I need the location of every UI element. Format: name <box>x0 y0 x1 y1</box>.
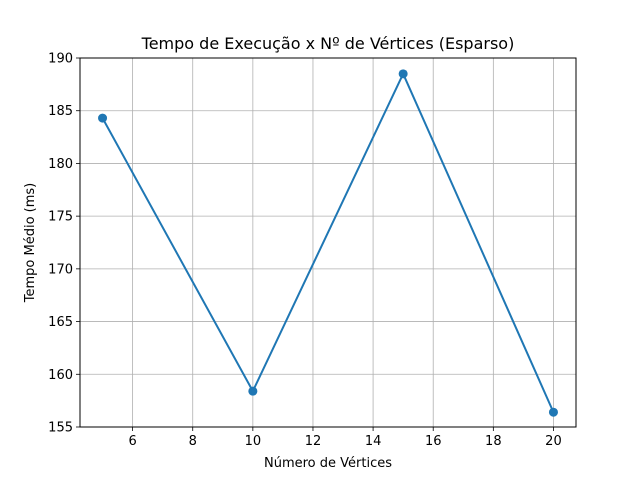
y-tick-label: 185 <box>48 104 73 119</box>
y-tick-label: 160 <box>48 368 73 383</box>
y-axis-label: Tempo Médio (ms) <box>23 183 38 303</box>
x-tick-label: 6 <box>128 434 136 449</box>
x-tick-label: 14 <box>365 434 382 449</box>
series-layer <box>98 69 558 417</box>
y-tick-label: 165 <box>48 315 73 330</box>
y-tick-label: 155 <box>48 421 73 436</box>
x-tick-label: 12 <box>305 434 322 449</box>
y-tick-label: 190 <box>48 52 73 67</box>
plot-frame <box>79 57 577 428</box>
data-point <box>248 386 258 396</box>
series-line <box>101 72 555 413</box>
y-tick-label: 180 <box>48 157 73 172</box>
x-tick-label: 18 <box>485 434 502 449</box>
chart-title: Tempo de Execução x Nº de Vértices (Espa… <box>141 34 515 53</box>
x-tick-label: 10 <box>245 434 262 449</box>
x-axis-label: Número de Vértices <box>264 456 392 471</box>
data-point <box>98 113 108 123</box>
data-point <box>548 407 558 417</box>
y-tick-label: 175 <box>48 210 73 225</box>
ticks: 6 8 10 12 14 16 18 20 155 160 165 170 175 180 185 190 <box>48 52 562 450</box>
x-tick-label: 8 <box>189 434 197 449</box>
x-tick-label: 16 <box>425 434 442 449</box>
data-point <box>398 69 408 79</box>
y-tick-label: 170 <box>48 262 73 277</box>
x-tick-label: 20 <box>545 434 562 449</box>
grid <box>80 57 576 428</box>
